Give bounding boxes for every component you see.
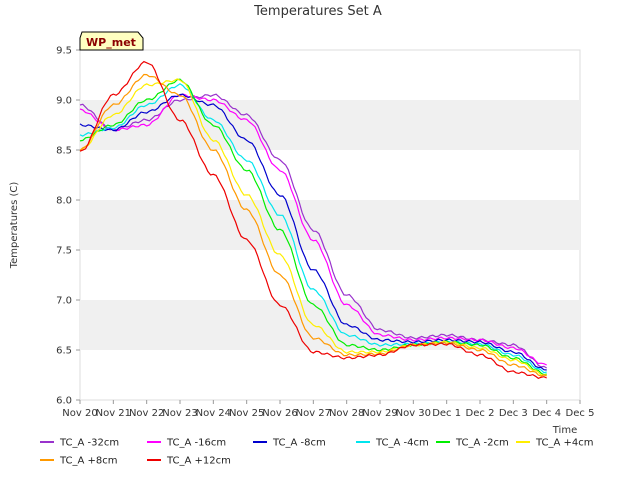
x-tick-label: Nov 21 <box>96 408 131 419</box>
y-tick-label: 6.0 <box>56 396 72 407</box>
chart-title: Temperatures Set A <box>253 4 382 19</box>
x-tick-label: Nov 25 <box>229 408 264 419</box>
y-tick-label: 7.5 <box>56 246 72 257</box>
badge: WP_met <box>79 31 144 51</box>
x-tick-label: Dec 1 <box>432 408 461 419</box>
badge-box <box>79 31 144 51</box>
legend-item: TC_A +4cm <box>535 438 594 449</box>
series-line <box>79 93 547 366</box>
legend-item: TC_A +12cm <box>166 456 231 467</box>
series-line <box>79 60 547 379</box>
y-tick-label: 9.0 <box>56 96 72 107</box>
legend-item: TC_A -8cm <box>272 438 326 449</box>
y-axis-ticks: 6.0 6.5 7.0 7.5 8.0 8.5 9.0 9.5 <box>56 46 80 407</box>
x-tick-label: Dec 5 <box>566 408 595 419</box>
y-tick-label: 7.0 <box>56 296 72 307</box>
x-tick-label: Nov 24 <box>196 408 231 419</box>
series-line <box>79 93 547 371</box>
series-line <box>79 83 547 374</box>
y-tick-label: 8.0 <box>56 196 72 207</box>
x-tick-label: Dec 2 <box>466 408 495 419</box>
x-tick-label: Nov 23 <box>162 408 197 419</box>
y-tick-label: 8.5 <box>56 146 72 157</box>
legend: TC_A -32cm TC_A -16cm TC_A -8cm TC_A -4cm TC… <box>40 438 594 467</box>
grid-band <box>80 100 580 150</box>
y-tick-label: 6.5 <box>56 346 72 357</box>
x-axis-label: Time <box>552 425 577 436</box>
x-tick-label: Dec 3 <box>499 408 528 419</box>
legend-item: TC_A -4cm <box>375 438 429 449</box>
x-tick-label: Nov 26 <box>262 408 297 419</box>
series-line <box>79 78 547 376</box>
plot-background <box>79 49 581 401</box>
legend-item: TC_A -16cm <box>166 438 226 449</box>
x-tick-label: Nov 28 <box>329 408 364 419</box>
series-line <box>79 78 547 376</box>
y-axis-label: Temperatures (C) <box>9 182 20 270</box>
legend-item: TC_A -2cm <box>455 438 509 449</box>
x-tick-label: Nov 27 <box>296 408 331 419</box>
x-tick-label: Nov 22 <box>129 408 164 419</box>
grid-band <box>80 200 580 250</box>
series-lines <box>79 60 547 379</box>
legend-item: TC_A +8cm <box>59 456 118 467</box>
badge-label: WP_met <box>86 36 136 49</box>
x-tick-label: Dec 4 <box>532 408 561 419</box>
x-tick-label: Nov 30 <box>396 408 431 419</box>
x-tick-label: Nov 20 <box>62 408 97 419</box>
x-tick-label: Nov 29 <box>362 408 397 419</box>
series-line <box>79 73 547 377</box>
legend-item: TC_A -32cm <box>59 438 119 449</box>
y-tick-label: 9.5 <box>56 46 72 57</box>
